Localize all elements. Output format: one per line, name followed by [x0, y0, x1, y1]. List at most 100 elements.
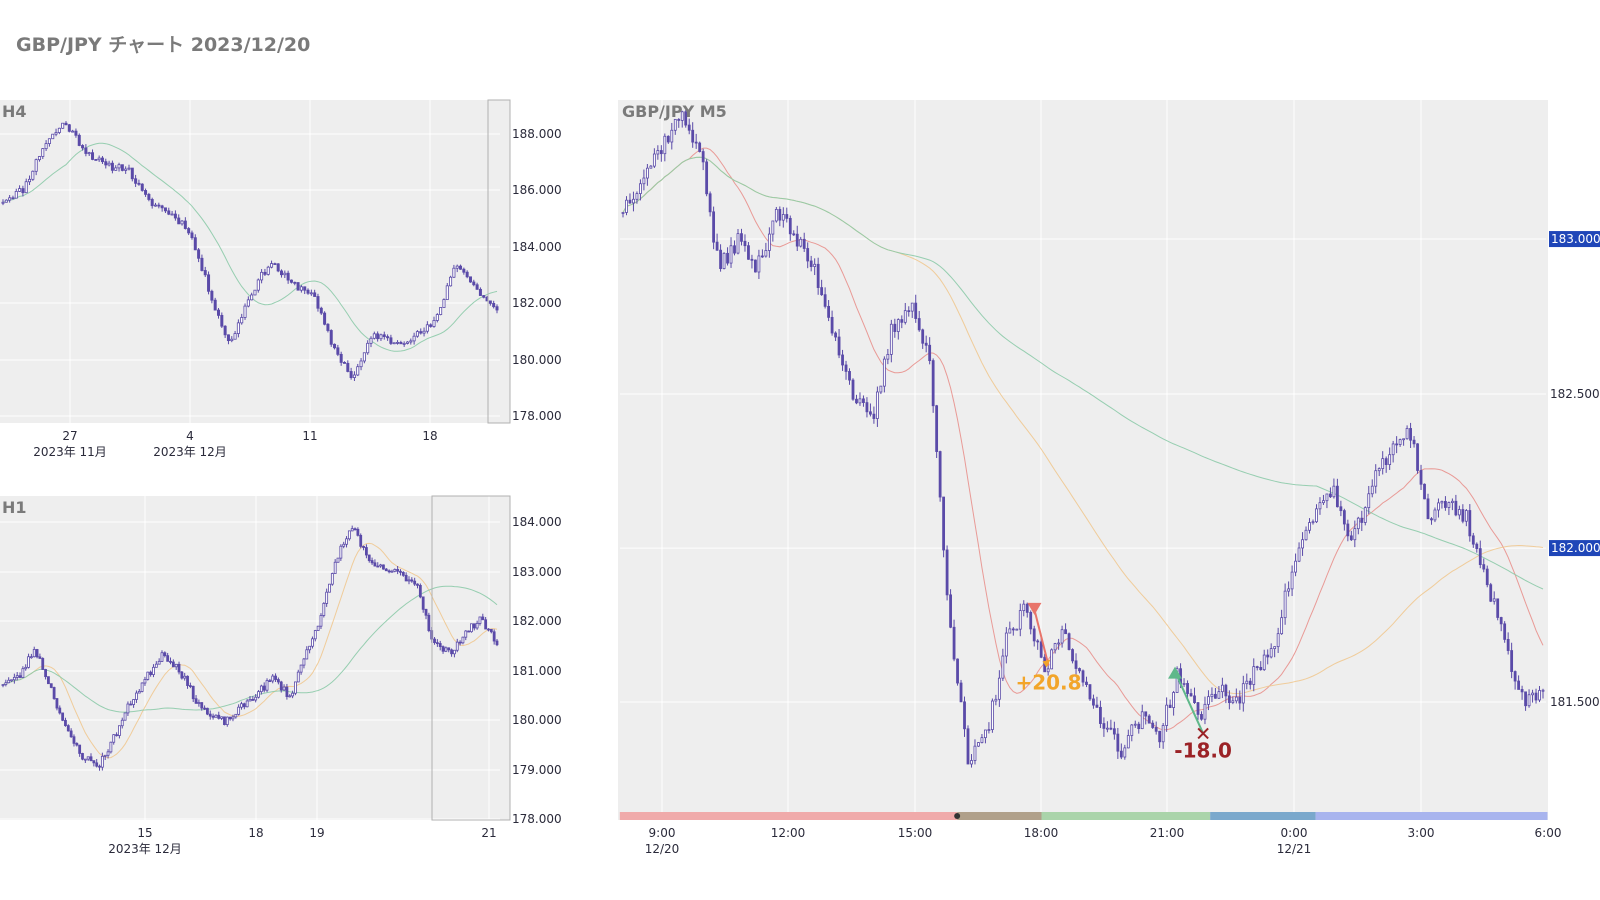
h4-candle [190, 232, 194, 239]
m5-candle [1430, 518, 1433, 521]
m5-candle [645, 167, 649, 179]
m5-gridlines [620, 100, 1546, 820]
h1-ytick-label: 182.000 [512, 614, 562, 628]
m5-candle [1356, 517, 1360, 530]
m5-candle [639, 183, 642, 194]
h1-candle [410, 579, 414, 582]
m5-candle [1489, 584, 1493, 602]
h4-candle [91, 152, 95, 160]
m5-candle [963, 701, 966, 730]
m5-candle [1168, 704, 1172, 708]
h1-candle [109, 741, 113, 753]
h1-candle [100, 755, 104, 768]
h4-candle [352, 374, 356, 378]
h1-ytick-label: 183.000 [512, 565, 562, 579]
m5-candle [869, 411, 872, 415]
m5-candle [1158, 730, 1162, 743]
m5-candle [848, 371, 851, 381]
m5-candle [1283, 590, 1287, 619]
h4-candle [286, 272, 290, 281]
m5-candle [792, 233, 796, 236]
h4-candle [399, 341, 403, 345]
h4-candle [449, 276, 453, 287]
h1-candle [15, 675, 19, 678]
h4-candle [240, 317, 244, 324]
h1-candle [333, 561, 337, 574]
m5-candle [1297, 547, 1301, 562]
m5-candle [1154, 727, 1158, 732]
h4-ytick-label: 182.000 [512, 296, 562, 310]
h4-xtick-label: 11 [302, 429, 317, 443]
m5-candle [1304, 529, 1308, 541]
h1-candle [259, 685, 263, 693]
m5-candle [1189, 693, 1193, 697]
h1-candle [455, 641, 459, 651]
m5-candle [1071, 649, 1074, 662]
m5-candle [729, 245, 733, 264]
h4-candle [326, 323, 330, 331]
h1-candle [240, 703, 243, 708]
m5-candle [1332, 485, 1336, 498]
h1-ytick-label: 179.000 [512, 763, 562, 777]
h4-candle [336, 347, 340, 355]
m5-candle [1384, 458, 1388, 465]
m5-candle [1064, 629, 1067, 635]
h1-candle [200, 702, 204, 709]
h4-candle [74, 130, 78, 136]
h1-candle [489, 628, 493, 633]
m5-candle [625, 199, 628, 213]
h4-candle [299, 286, 303, 291]
m5-candle [1388, 454, 1392, 465]
h1-candle [296, 671, 300, 683]
h4-candle [150, 199, 154, 207]
h1-candle [171, 661, 175, 668]
m5-session-segment [619, 812, 958, 820]
h4-candle [24, 181, 28, 194]
h1-candle [75, 742, 79, 746]
m5-candle [1342, 510, 1346, 525]
h1-candle [330, 573, 334, 585]
m5-candle [973, 745, 977, 761]
m5-candle [1092, 698, 1095, 706]
m5-trade-line [1174, 671, 1205, 734]
m5-xtick-label: 6:00 [1535, 826, 1562, 840]
m5-candle [1538, 690, 1541, 701]
h1-candle [21, 668, 25, 678]
h1-candle [129, 703, 133, 706]
h4-candle [492, 302, 496, 308]
m5-candle [1099, 706, 1102, 724]
m5-candle [1527, 694, 1531, 707]
m5-candle [1377, 468, 1381, 472]
h4-candle [359, 360, 363, 368]
h1-candle [12, 676, 16, 681]
m5-candle [1395, 443, 1399, 446]
m5-short-entry-marker [1027, 602, 1042, 615]
h4-candle [61, 122, 65, 129]
m5-candle [1280, 617, 1284, 635]
m5-candle [987, 729, 991, 731]
m5-candle [795, 233, 799, 247]
m5-session-segment [957, 812, 1042, 820]
h4-candle [144, 190, 148, 195]
h1-candle [115, 734, 118, 737]
m5-xtick-label: 18:00 [1024, 826, 1059, 840]
m5-candle [1074, 660, 1078, 669]
h1-candle [1, 684, 5, 686]
h1-candle [29, 656, 33, 659]
m5-candle [1485, 568, 1489, 586]
h1-candle [359, 534, 363, 547]
h4-candle [405, 341, 409, 344]
m5-candle [1210, 693, 1214, 698]
m5-candle [830, 316, 834, 334]
h1-candle [370, 560, 374, 564]
h4-candle [478, 288, 482, 296]
h4-ytick-label: 184.000 [512, 240, 562, 254]
m5-candle [966, 728, 970, 765]
m5-session-segment [1210, 812, 1316, 820]
m5-candle [760, 255, 764, 258]
m5-candle [1116, 733, 1120, 752]
m5-candle [1266, 654, 1270, 658]
h1-candle [376, 565, 380, 568]
m5-ytick-label: 182.500 [1550, 387, 1600, 401]
h4-candle [382, 334, 386, 338]
